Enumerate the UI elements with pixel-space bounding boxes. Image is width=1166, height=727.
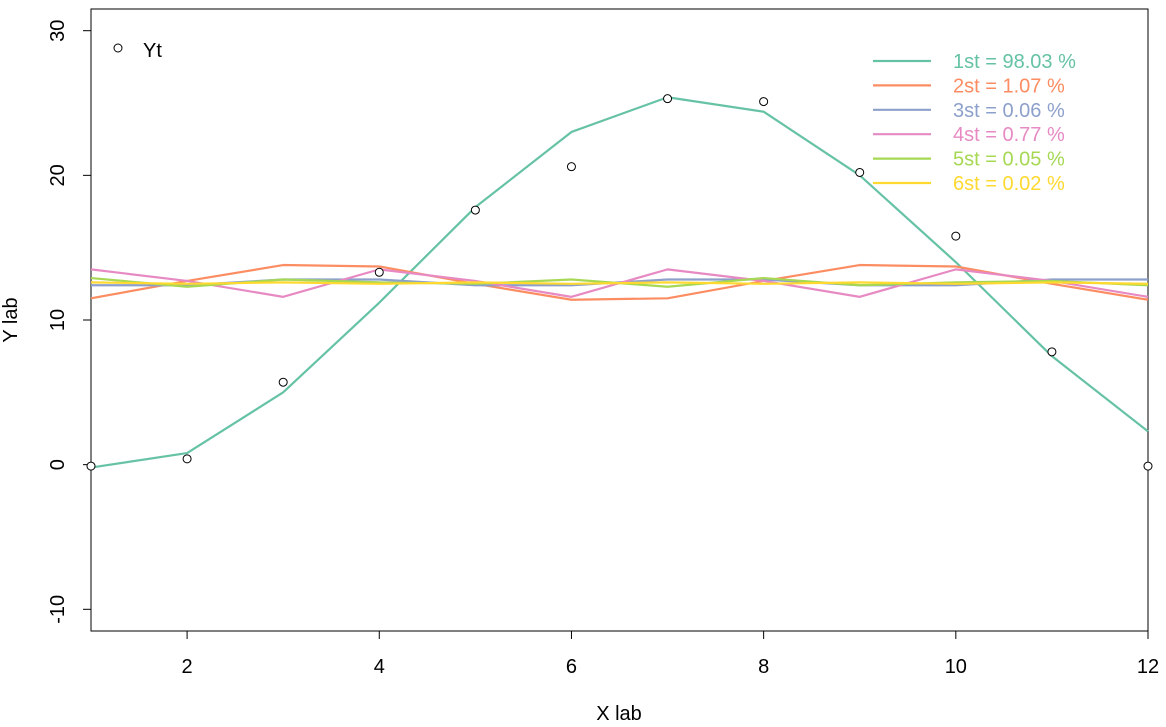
legend-label-2: 2st = 1.07 % (953, 75, 1065, 97)
series-line-6 (90, 281, 1149, 285)
axes: 2 4 6 8 10 12 -10 0 10 20 30 (47, 20, 1159, 678)
legend-point-label: Yt (143, 40, 162, 62)
legend-label-6: 6st = 0.02 % (953, 173, 1065, 195)
series-line-2 (90, 263, 1149, 301)
y-tick-label: 10 (47, 309, 69, 331)
yt-point (759, 97, 769, 107)
yt-point (278, 377, 288, 387)
yt-point (663, 94, 673, 104)
x-tick-label: 6 (566, 656, 577, 678)
yt-point (182, 454, 192, 464)
yt-points (86, 94, 1153, 471)
legend-label-4: 4st = 0.77 % (953, 124, 1065, 146)
y-tick-label: -10 (47, 595, 69, 624)
y-tick-label: 0 (47, 459, 69, 470)
yt-point (951, 231, 961, 241)
y-axis-label: Y lab (0, 297, 22, 342)
x-tick-label: 4 (374, 656, 385, 678)
yt-point (86, 461, 96, 471)
y-tick-label: 20 (47, 164, 69, 186)
yt-point (470, 205, 480, 215)
legend-label-1: 1st = 98.03 % (953, 51, 1076, 73)
x-tick-label: 8 (758, 656, 769, 678)
y-tick-label: 30 (47, 20, 69, 42)
x-tick-label: 10 (945, 656, 967, 678)
legend-point-marker (113, 43, 123, 53)
legend-label-3: 3st = 0.06 % (953, 100, 1065, 122)
yt-point (566, 162, 576, 172)
series-line-1 (90, 96, 1149, 469)
x-tick-label: 12 (1137, 656, 1159, 678)
points-legend: Yt (113, 40, 162, 62)
series-lines (90, 96, 1149, 469)
x-tick-label: 2 (182, 656, 193, 678)
x-axis-label: X lab (596, 703, 642, 725)
yt-point (855, 167, 865, 177)
yt-point (1047, 347, 1057, 357)
yt-point (1143, 461, 1153, 471)
series-legend: 1st = 98.03 %2st = 1.07 % 3st = 0.06 %4st… (873, 51, 1076, 195)
legend-label-5: 5st = 0.05 % (953, 149, 1065, 171)
yt-point (374, 267, 384, 277)
